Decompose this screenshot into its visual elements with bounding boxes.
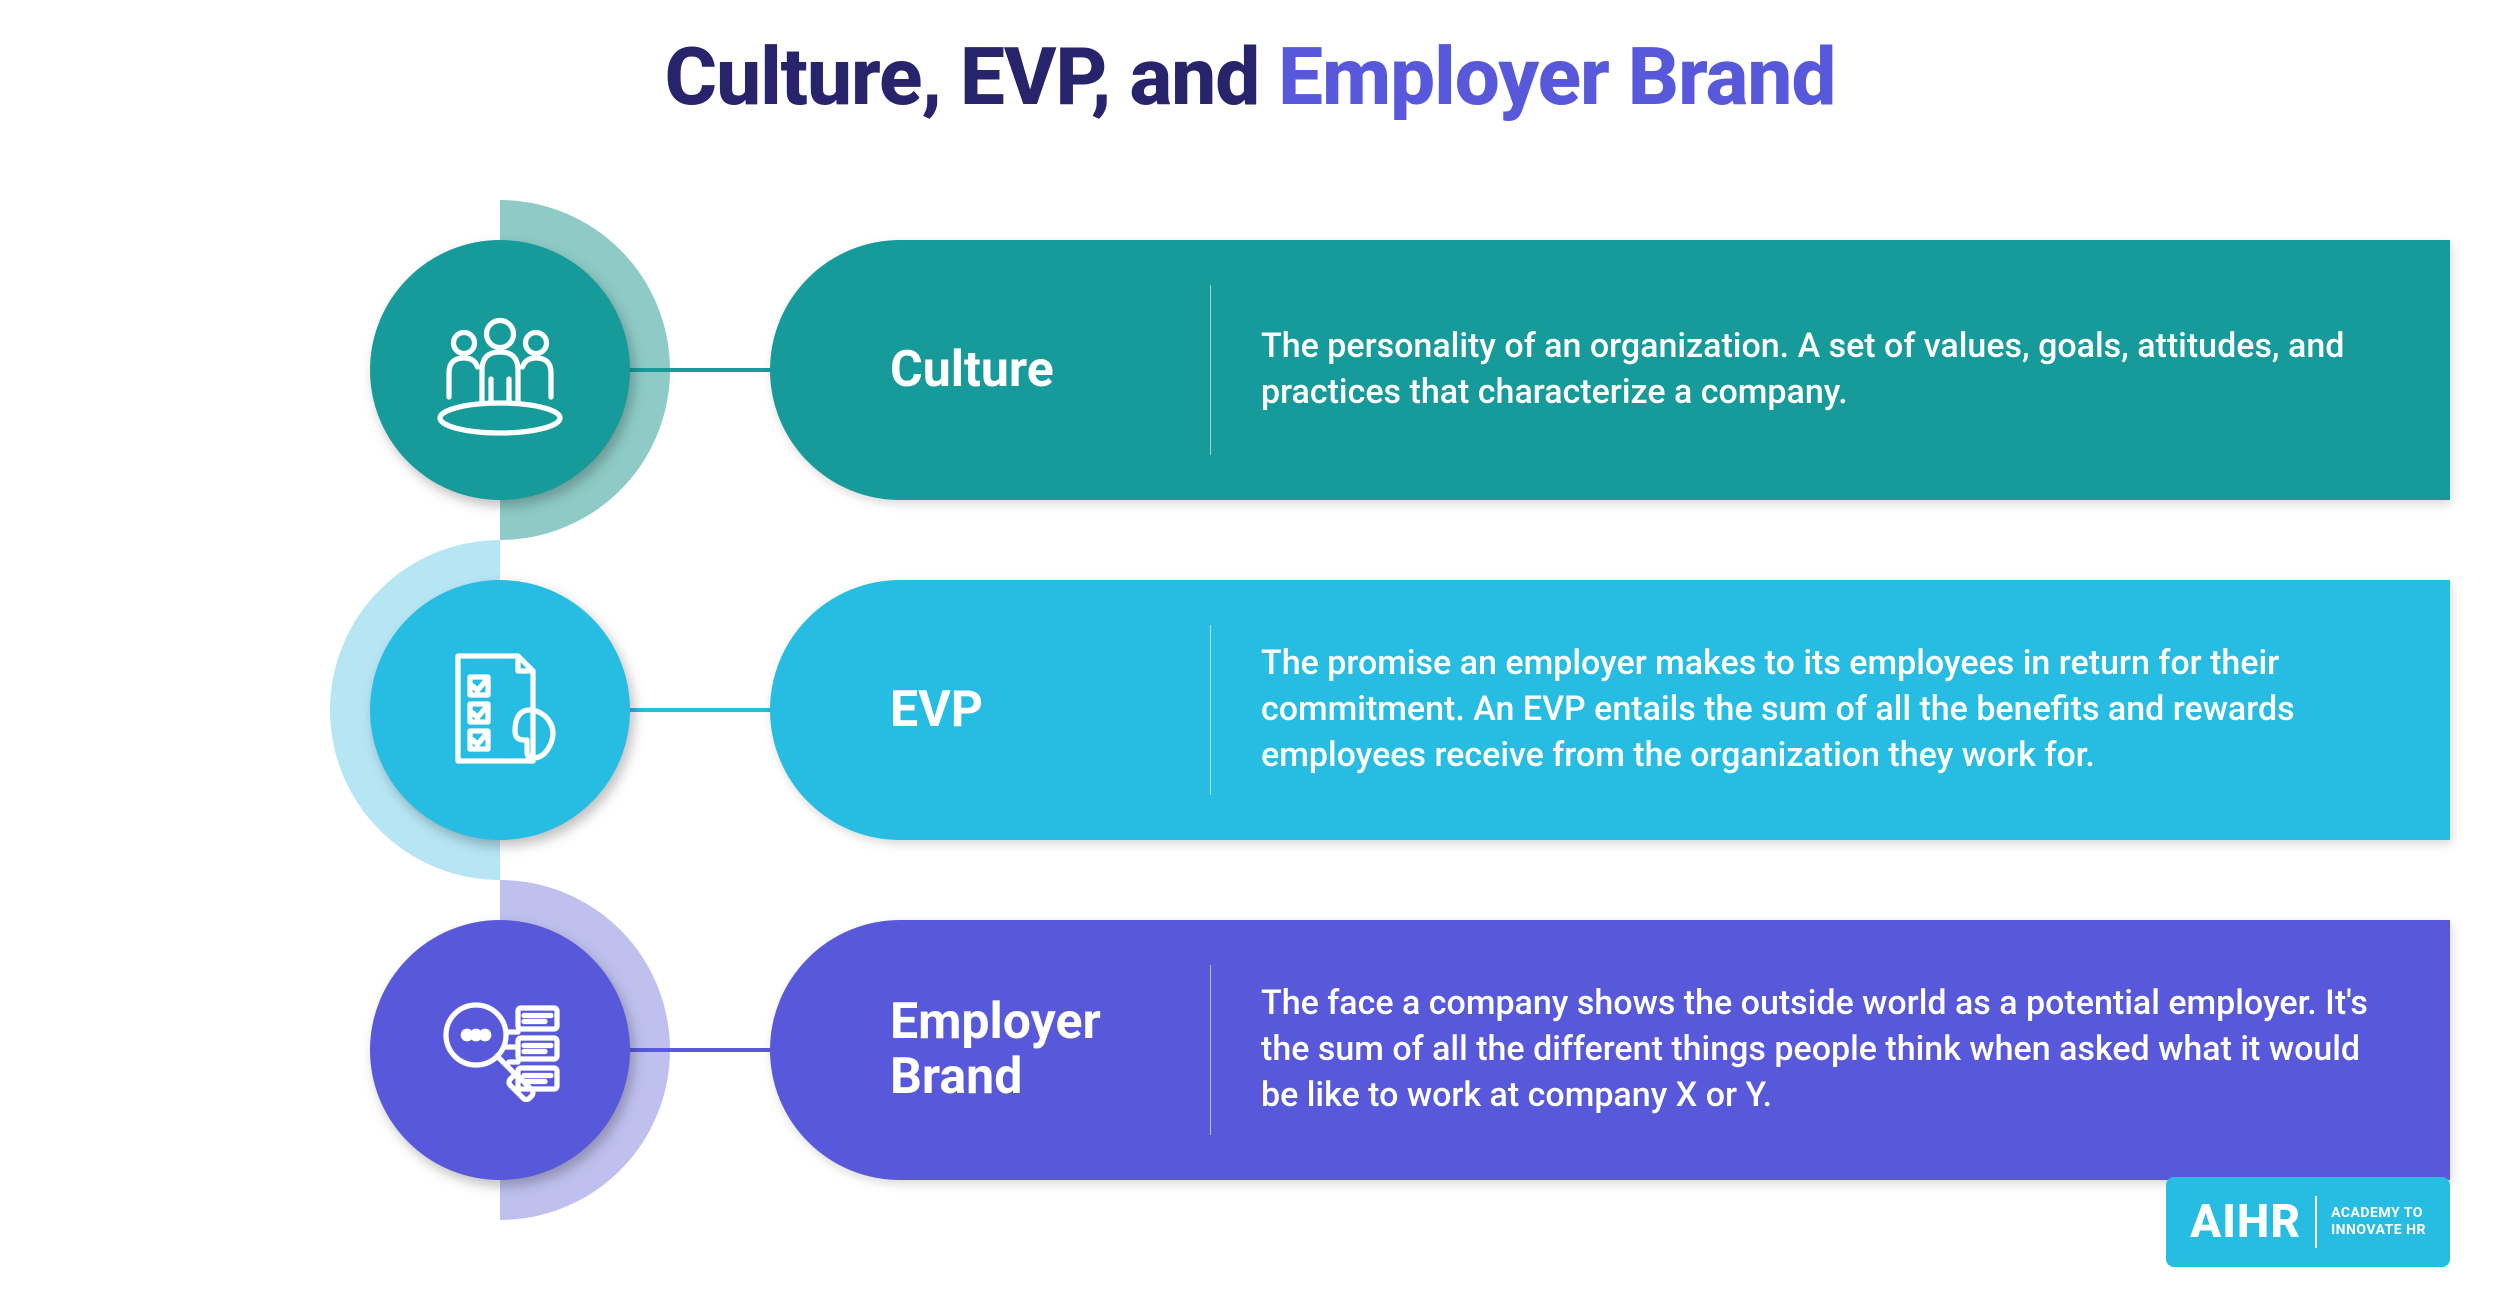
pill-desc-employer-brand: The face a company shows the outside wor… — [1211, 981, 2450, 1119]
logo-sub: ACADEMY TO INNOVATE HR — [2331, 1205, 2426, 1239]
pill-employer-brand: Employer Brand The face a company shows … — [770, 920, 2450, 1180]
logo-divider — [2315, 1196, 2317, 1248]
row-evp: EVP The promise an employer makes to its… — [300, 540, 2350, 880]
infographic-rows: Culture The personality of an organizati… — [300, 200, 2350, 1220]
circle-employer-brand — [370, 920, 630, 1180]
pill-label-employer-brand: Employer Brand — [770, 995, 1210, 1105]
pill-evp: EVP The promise an employer makes to its… — [770, 580, 2450, 840]
magnify-icon — [425, 975, 575, 1125]
logo-sub-line1: ACADEMY TO — [2331, 1205, 2423, 1221]
checklist-icon — [425, 635, 575, 785]
page-title: Culture, EVP, and Employer Brand — [0, 0, 2500, 124]
people-icon — [425, 295, 575, 445]
logo-badge: AIHR ACADEMY TO INNOVATE HR — [2166, 1177, 2450, 1267]
row-culture: Culture The personality of an organizati… — [300, 200, 2350, 540]
pill-desc-culture: The personality of an organization. A se… — [1211, 324, 2450, 416]
pill-desc-evp: The promise an employer makes to its emp… — [1211, 641, 2450, 779]
circle-evp — [370, 580, 630, 840]
pill-label-culture: Culture — [770, 343, 1210, 398]
row-employer-brand: Employer Brand The face a company shows … — [300, 880, 2350, 1220]
title-part-2: Employer Brand — [1278, 30, 1835, 124]
logo-main: AIHR — [2190, 1195, 2301, 1249]
title-part-1: Culture, EVP, and — [665, 30, 1278, 124]
logo-sub-line2: INNOVATE HR — [2331, 1222, 2426, 1238]
pill-culture: Culture The personality of an organizati… — [770, 240, 2450, 500]
circle-culture — [370, 240, 630, 500]
pill-label-evp: EVP — [770, 683, 1210, 738]
